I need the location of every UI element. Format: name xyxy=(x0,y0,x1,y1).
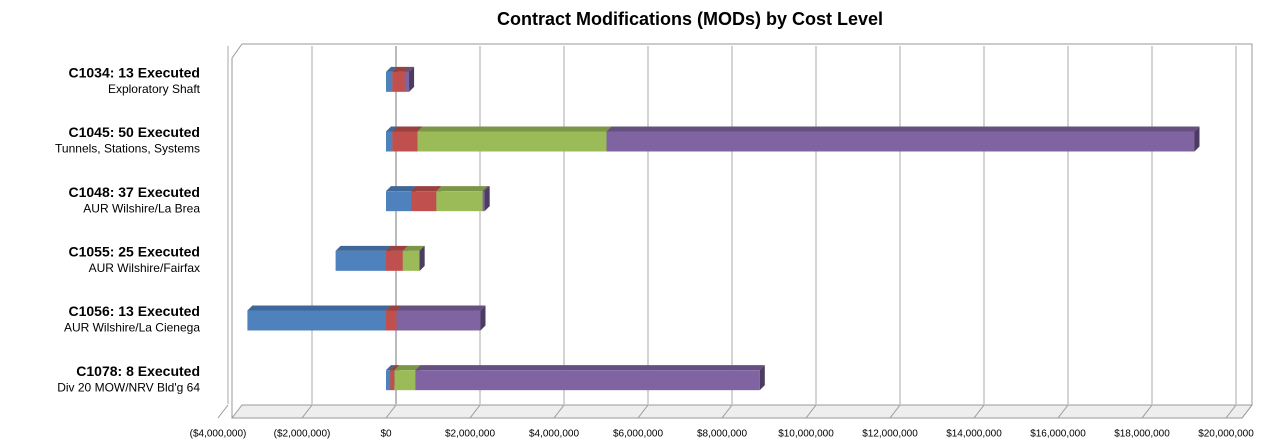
bar-side xyxy=(409,66,415,92)
x-tick-label: $20,000,000 xyxy=(1198,429,1254,440)
tick-mark xyxy=(1225,404,1237,419)
x-tick-label: $0 xyxy=(380,429,392,440)
bar xyxy=(386,310,397,331)
tick-mark xyxy=(301,404,313,419)
bar xyxy=(417,131,607,152)
tick-mark xyxy=(721,404,733,419)
bar-side xyxy=(484,186,490,212)
bar-top xyxy=(335,245,391,251)
bar xyxy=(394,370,416,391)
bar-top xyxy=(390,365,400,371)
category-subtitle: AUR Wilshire/La Brea xyxy=(83,201,200,215)
bar xyxy=(482,191,485,212)
bar xyxy=(402,250,420,271)
bar xyxy=(606,131,1195,152)
bar-top xyxy=(392,66,410,72)
tick-mark xyxy=(553,404,565,419)
bar-side xyxy=(759,365,765,391)
category-subtitle: AUR Wilshire/La Cienega xyxy=(64,321,200,335)
x-tick-label: $16,000,000 xyxy=(1030,429,1086,440)
bar-top xyxy=(417,126,612,132)
bar-top xyxy=(482,186,490,192)
bar-top xyxy=(404,66,415,72)
category-subtitle: Exploratory Shaft xyxy=(108,82,201,96)
bar xyxy=(392,71,405,92)
tick-mark xyxy=(1141,404,1153,419)
bar-top xyxy=(606,126,1200,132)
bar xyxy=(386,71,393,92)
category-label: C1078: 8 Executed xyxy=(76,363,200,379)
x-tick-label: $4,000,000 xyxy=(529,429,579,440)
chart-title: Contract Modifications (MODs) by Cost Le… xyxy=(497,9,883,29)
bar xyxy=(386,191,412,212)
bar-top xyxy=(392,126,423,132)
bar-top xyxy=(386,305,402,311)
bar xyxy=(415,370,760,391)
x-tick-label: $6,000,000 xyxy=(613,429,663,440)
bar-top xyxy=(386,245,408,251)
bar-top xyxy=(436,186,488,192)
bar xyxy=(386,250,403,271)
bar-side xyxy=(419,245,425,271)
bar-top xyxy=(402,245,425,251)
tick-mark xyxy=(217,404,229,419)
x-tick-label: ($4,000,000) xyxy=(190,429,247,440)
tick-mark xyxy=(973,404,985,419)
bar-top xyxy=(415,365,765,371)
bar-top xyxy=(411,186,442,192)
bar-side xyxy=(1194,126,1200,152)
x-tick-label: $2,000,000 xyxy=(445,429,495,440)
bar xyxy=(396,310,481,331)
bar-top xyxy=(247,305,391,311)
x-tick-label: $14,000,000 xyxy=(946,429,1002,440)
bar-top xyxy=(394,365,421,371)
tick-mark xyxy=(1057,404,1069,419)
bar xyxy=(386,370,391,391)
plot-frame xyxy=(231,43,1253,419)
bar-top xyxy=(386,126,398,132)
tick-mark xyxy=(637,404,649,419)
tick-mark xyxy=(805,404,817,419)
category-label: C1045: 50 Executed xyxy=(68,124,200,140)
x-tick-label: $10,000,000 xyxy=(778,429,834,440)
tick-mark xyxy=(469,404,481,419)
bar-top xyxy=(386,365,396,371)
x-tick-label: $18,000,000 xyxy=(1114,429,1170,440)
bar xyxy=(411,191,437,212)
bar-top xyxy=(386,66,398,72)
bar-top xyxy=(396,305,486,311)
x-tick-label: $12,000,000 xyxy=(862,429,918,440)
bar-top xyxy=(386,186,417,192)
category-label: C1055: 25 Executed xyxy=(68,244,200,260)
bar xyxy=(436,191,483,212)
bar xyxy=(335,250,386,271)
bar xyxy=(390,370,395,391)
category-subtitle: AUR Wilshire/Fairfax xyxy=(89,261,200,275)
tick-mark xyxy=(385,404,397,419)
bar-side xyxy=(480,305,486,331)
bar xyxy=(386,131,393,152)
plot-floor xyxy=(230,404,1254,419)
category-label: C1056: 13 Executed xyxy=(68,303,200,319)
bar xyxy=(392,131,418,152)
category-label: C1048: 37 Executed xyxy=(68,184,200,200)
bar xyxy=(404,71,410,92)
tick-mark xyxy=(889,404,901,419)
category-label: C1034: 13 Executed xyxy=(68,65,200,81)
x-tick-label: $8,000,000 xyxy=(697,429,747,440)
category-subtitle: Tunnels, Stations, Systems xyxy=(55,142,200,156)
x-tick-label: ($2,000,000) xyxy=(274,429,331,440)
category-subtitle: Div 20 MOW/NRV Bld'g 64 xyxy=(57,380,200,394)
bar xyxy=(247,310,386,331)
